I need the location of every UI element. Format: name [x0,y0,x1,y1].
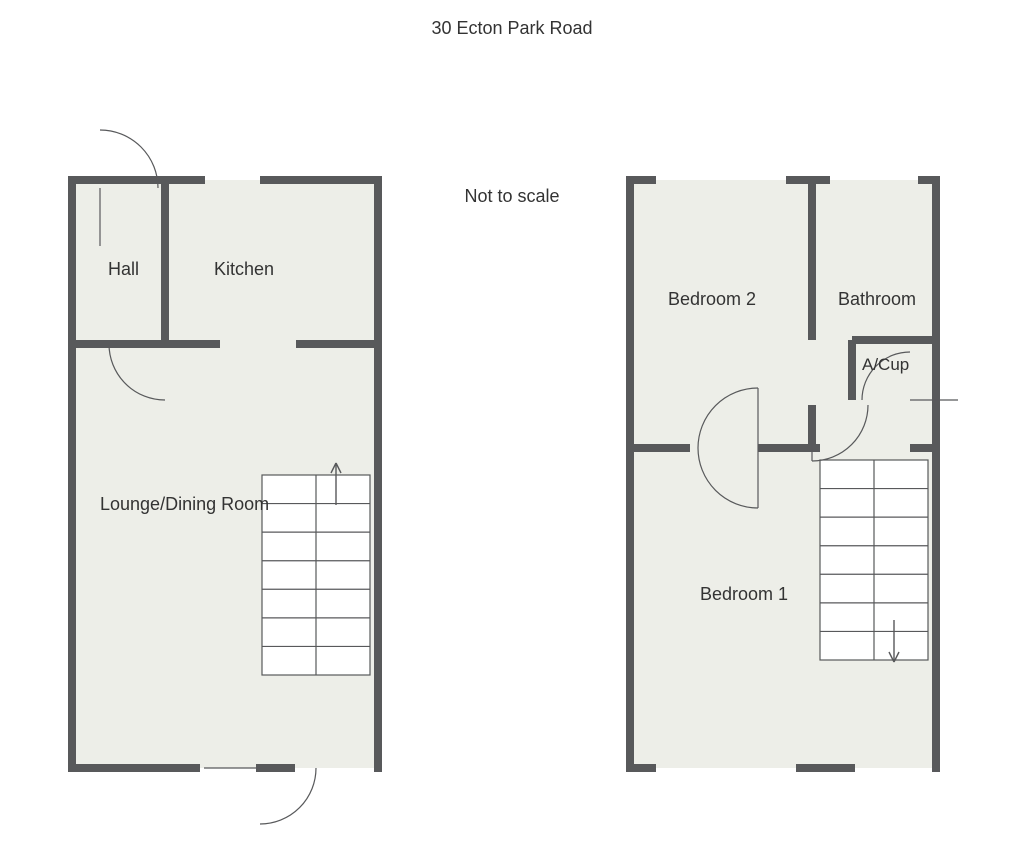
stairs-icon [820,460,928,662]
stairs-icon [262,463,370,675]
floorplan-svg: Hall Kitchen Lounge/Dining Room Bedroom 2 Ba… [0,0,1024,853]
door-arc [204,768,316,824]
room-label: Hall [108,259,139,279]
room-label: Bathroom [838,289,916,309]
room-label: Bedroom 1 [700,584,788,604]
room-label: Kitchen [214,259,274,279]
room-label: A/Cup [862,355,909,374]
room-label: Lounge/Dining Room [100,494,269,514]
room-label: Bedroom 2 [668,289,756,309]
